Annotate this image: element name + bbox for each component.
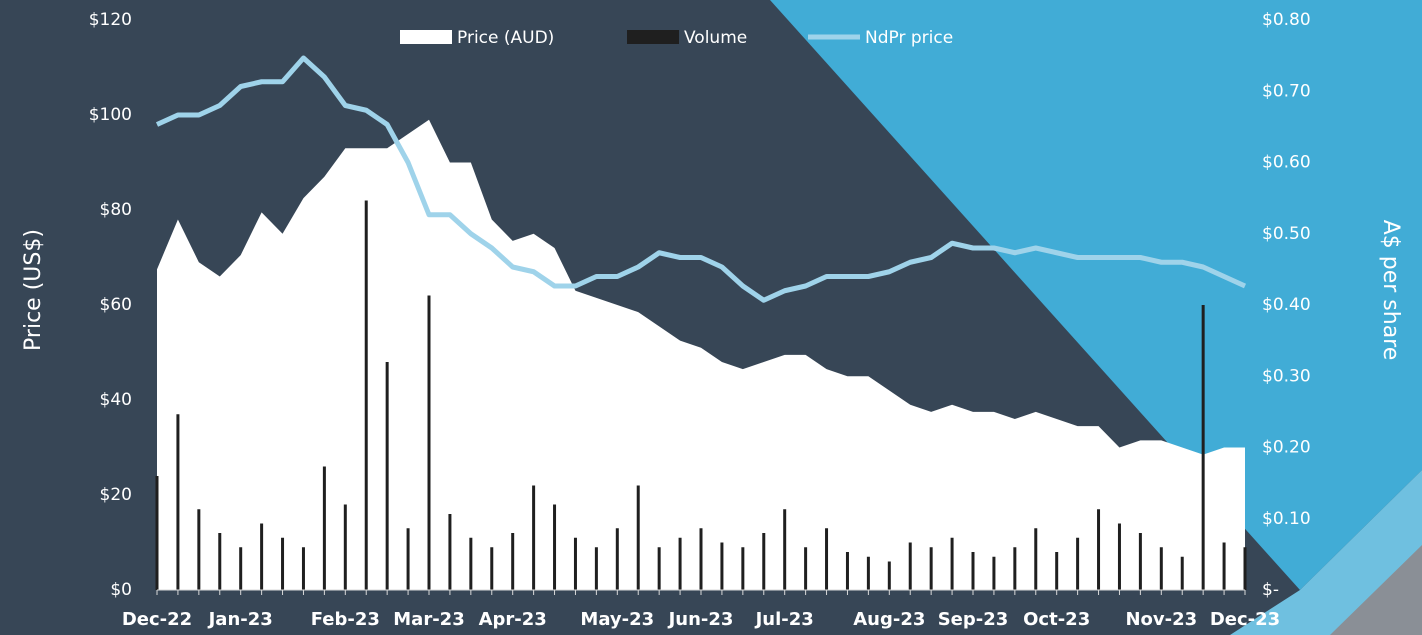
background-shape: [770, 0, 1422, 590]
bar: [281, 537, 285, 590]
x-tick-label: Feb-23: [311, 609, 380, 630]
y-tick-label: $60: [100, 295, 132, 315]
bar: [804, 547, 808, 590]
bar: [971, 552, 975, 590]
bar: [301, 547, 305, 590]
y-axis-title: Price (US$): [21, 229, 46, 351]
x-tick-label: Jan-23: [207, 609, 273, 630]
bar: [908, 542, 912, 590]
bar: [176, 414, 180, 590]
y-tick-label: $0: [110, 580, 132, 600]
y2-tick-label: $0.10: [1262, 509, 1311, 529]
bar: [1117, 523, 1121, 590]
bar: [1076, 537, 1080, 590]
bar: [636, 485, 640, 590]
x-tick-label: Jul-23: [754, 609, 814, 630]
x-tick-label: Dec-22: [122, 609, 192, 630]
background-shape: [1330, 545, 1422, 635]
bar: [783, 509, 787, 590]
x-tick-label: Oct-23: [1023, 609, 1090, 630]
x-tick-label: Jun-23: [667, 609, 734, 630]
x-tick-label: Dec-23: [1210, 609, 1280, 630]
y-tick-label: $120: [89, 10, 132, 30]
y-tick-label: $100: [89, 105, 132, 125]
y-tick-label: $40: [100, 390, 132, 410]
bar: [762, 533, 766, 590]
y-tick-label: $80: [100, 200, 132, 220]
bar: [1097, 509, 1101, 590]
bar: [1180, 556, 1184, 590]
x-tick-label: Apr-23: [479, 609, 547, 630]
bar: [678, 537, 682, 590]
bar: [364, 200, 368, 590]
bar: [511, 533, 515, 590]
bar: [1055, 552, 1059, 590]
x-tick-label: Mar-23: [393, 609, 464, 630]
y2-tick-label: $0.60: [1262, 153, 1311, 173]
x-tick-label: May-23: [580, 609, 654, 630]
bar: [699, 528, 703, 590]
legend-label: Price (AUD): [457, 28, 554, 48]
x-tick-label: Nov-23: [1125, 609, 1197, 630]
y-tick-label: $20: [100, 485, 132, 505]
legend-swatch: [400, 30, 452, 44]
bar: [322, 466, 326, 590]
bar: [385, 362, 389, 590]
line: [155, 55, 1247, 303]
bar: [260, 523, 264, 590]
legend-label: Volume: [684, 28, 747, 48]
bar: [155, 476, 159, 590]
bar: [406, 528, 410, 590]
y2-axis-title: A$ per share: [1378, 220, 1403, 361]
bar: [343, 504, 347, 590]
bar: [615, 528, 619, 590]
legend-swatch: [627, 30, 679, 44]
x-tick-label: Sep-23: [938, 609, 1009, 630]
bar: [887, 561, 891, 590]
bar: [448, 514, 452, 590]
bar: [469, 537, 473, 590]
bar: [825, 528, 829, 590]
bar: [427, 295, 431, 590]
bar: [1013, 547, 1017, 590]
y2-tick-label: $0.70: [1262, 81, 1311, 101]
y2-tick-label: $0.80: [1262, 10, 1311, 30]
legend-label: NdPr price: [865, 28, 953, 48]
bar: [239, 547, 243, 590]
y2-tick-label: $0.50: [1262, 224, 1311, 244]
bar: [594, 547, 598, 590]
bar: [197, 509, 201, 590]
bar: [657, 547, 661, 590]
bar: [845, 552, 849, 590]
bar: [1201, 305, 1205, 590]
bar: [532, 485, 536, 590]
bar: [929, 547, 933, 590]
bar: [218, 533, 222, 590]
bar: [1034, 528, 1038, 590]
bar: [573, 537, 577, 590]
bar: [950, 537, 954, 590]
bar: [866, 556, 870, 590]
bar: [1138, 533, 1142, 590]
bar: [1243, 547, 1247, 590]
y2-tick-label: $0.40: [1262, 295, 1311, 315]
x-tick-label: Aug-23: [853, 609, 925, 630]
y2-tick-label: $0.30: [1262, 366, 1311, 386]
bar: [992, 556, 996, 590]
bar: [553, 504, 557, 590]
bar: [720, 542, 724, 590]
bar: [490, 547, 494, 590]
bar: [1222, 542, 1226, 590]
bar: [1159, 547, 1163, 590]
y2-tick-label: $-: [1262, 580, 1279, 600]
bar: [741, 547, 745, 590]
y2-tick-label: $0.20: [1262, 438, 1311, 458]
